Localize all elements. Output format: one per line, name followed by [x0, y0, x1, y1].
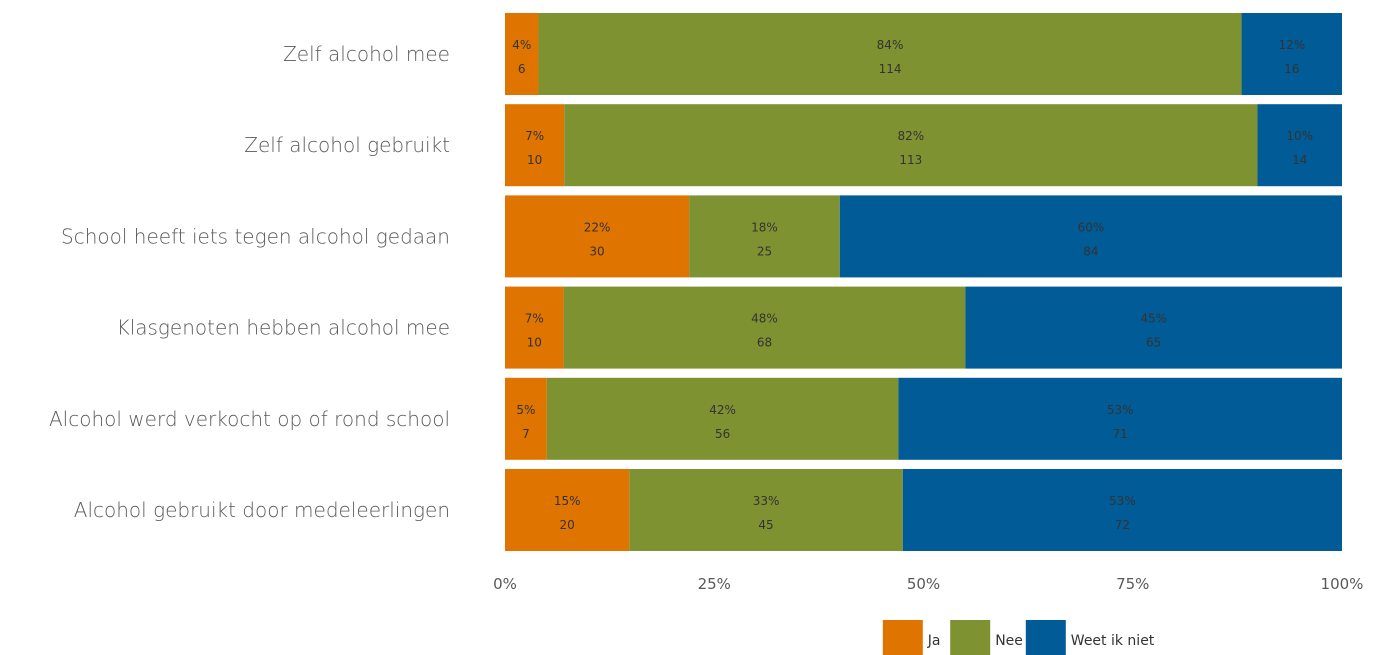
data-label-count: 20 [560, 518, 575, 532]
bar-segment-weet-ik-niet [898, 377, 1342, 460]
bar-segment-ja [505, 377, 547, 460]
data-label-percent: 22% [584, 220, 611, 234]
data-label-count: 71 [1113, 427, 1128, 441]
data-label-count: 68 [757, 336, 772, 350]
data-label-count: 16 [1284, 62, 1299, 76]
data-label-percent: 53% [1109, 494, 1136, 508]
data-label-count: 7 [522, 427, 530, 441]
bar-segment-ja [505, 13, 539, 95]
bar-segment-weet-ik-niet [1257, 104, 1342, 187]
data-label-percent: 7% [525, 312, 544, 326]
category-label: Zelf alcohol mee [283, 42, 450, 66]
data-label-count: 84 [1083, 244, 1098, 258]
data-label-count: 25 [757, 244, 772, 258]
bar-segment-weet-ik-niet [1241, 13, 1342, 95]
legend: Ja Nee Weet ik niet [882, 620, 1155, 655]
data-label-percent: 18% [751, 220, 778, 234]
data-label-count: 45 [758, 518, 773, 532]
data-label-percent: 53% [1107, 403, 1134, 417]
category-label: Zelf alcohol gebruikt [244, 133, 450, 157]
data-label-percent: 82% [897, 129, 924, 143]
legend-swatch [882, 620, 923, 655]
bars-group: 4% 6 84% 114 12% 16 7% 10 82% 113 10% 14 22% 30 18% 25 6… [505, 13, 1342, 551]
legend-swatch [950, 620, 991, 655]
data-label-percent: 4% [512, 38, 531, 52]
bar-segment-weet-ik-niet [902, 469, 1342, 551]
x-tick-label: 50% [907, 575, 940, 593]
category-label: Klasgenoten hebben alcohol mee [117, 316, 450, 340]
data-label-percent: 84% [877, 38, 904, 52]
category-label: School heeft iets tegen alcohol gedaan [61, 224, 450, 248]
data-label-percent: 15% [554, 494, 581, 508]
x-axis-ticks: 0% 25% 50% 75% 100% [493, 575, 1363, 593]
data-label-count: 10 [527, 153, 542, 167]
data-label-count: 56 [715, 427, 730, 441]
data-label-percent: 7% [525, 129, 544, 143]
data-label-percent: 12% [1278, 38, 1305, 52]
data-label-count: 10 [527, 336, 542, 350]
x-tick-label: 100% [1321, 575, 1364, 593]
data-label-percent: 10% [1286, 129, 1313, 143]
x-tick-label: 25% [698, 575, 731, 593]
data-label-percent: 5% [516, 403, 535, 417]
category-labels: Zelf alcohol mee Zelf alcohol gebruikt Sch… [49, 42, 450, 522]
bar-segment-nee [689, 195, 840, 278]
category-label: Alcohol gebruikt door medeleerlingen [74, 498, 450, 522]
bar-segment-ja [505, 104, 565, 187]
data-label-count: 30 [589, 244, 604, 258]
bar-segment-nee [546, 377, 899, 460]
bar-segment-nee [629, 469, 903, 551]
data-label-count: 114 [879, 62, 902, 76]
legend-label: Ja [927, 633, 941, 649]
data-label-percent: 48% [751, 312, 778, 326]
bar-segment-nee [538, 13, 1242, 95]
data-label-count: 72 [1115, 518, 1130, 532]
x-tick-label: 0% [493, 575, 517, 593]
legend-label: Weet ik niet [1071, 633, 1155, 649]
data-label-percent: 45% [1140, 312, 1167, 326]
x-tick-label: 75% [1116, 575, 1149, 593]
data-label-percent: 60% [1078, 220, 1105, 234]
category-label: Alcohol werd verkocht op of rond school [49, 407, 450, 431]
bar-segment-ja [505, 469, 630, 551]
data-label-count: 113 [899, 153, 922, 167]
data-label-count: 6 [518, 62, 526, 76]
bar-segment-nee [564, 104, 1258, 187]
bar-segment-ja [505, 195, 690, 278]
data-label-count: 65 [1146, 336, 1161, 350]
bar-segment-ja [505, 286, 564, 369]
legend-label: Nee [995, 633, 1023, 649]
bar-segment-nee [563, 286, 966, 369]
bar-segment-weet-ik-niet [839, 195, 1342, 278]
data-label-count: 14 [1292, 153, 1307, 167]
data-label-percent: 42% [709, 403, 736, 417]
legend-swatch [1025, 620, 1066, 655]
bar-segment-weet-ik-niet [965, 286, 1342, 369]
data-label-percent: 33% [753, 494, 780, 508]
